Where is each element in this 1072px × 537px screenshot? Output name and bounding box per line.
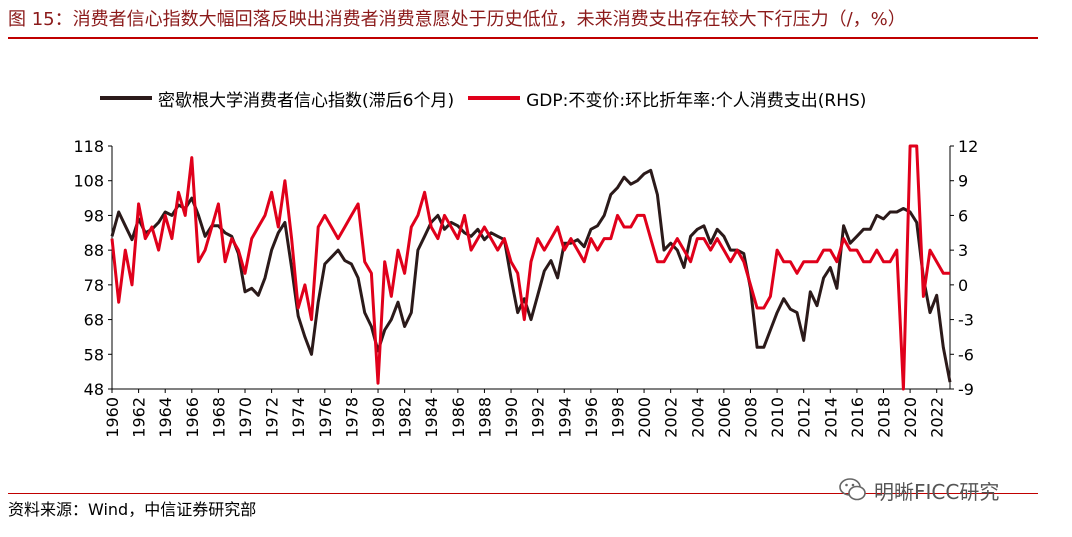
- x-tick-label: 1978: [342, 397, 361, 438]
- x-tick-label: 1970: [236, 397, 255, 438]
- left-y-tick-label: 108: [73, 172, 104, 191]
- left-y-tick-label: 58: [84, 345, 104, 364]
- x-tick-label: 1972: [263, 397, 282, 438]
- x-tick-label: 1968: [209, 397, 228, 438]
- x-tick-label: 1980: [369, 397, 388, 438]
- figure-title: 图 15：消费者信心指数大幅回落反映出消费者消费意愿处于历史低位，未来消费支出存…: [8, 9, 906, 30]
- x-tick-label: 1982: [396, 397, 415, 438]
- x-tick-label: 1976: [316, 397, 335, 438]
- x-tick-label: 1974: [289, 397, 308, 438]
- source-note: 资料来源：Wind，中信证券研究部: [8, 500, 257, 519]
- x-tick-label: 2020: [901, 397, 920, 438]
- x-tick-label: 1992: [529, 397, 548, 438]
- x-tick-label: 1966: [183, 397, 202, 438]
- left-y-tick-label: 98: [84, 206, 104, 225]
- x-tick-label: 2016: [848, 397, 867, 438]
- legend-swatch-gdp: [468, 96, 521, 100]
- x-tick-label: 1960: [103, 397, 122, 438]
- x-tick-label: 2002: [662, 397, 681, 438]
- series-line-gdp: [110, 144, 950, 391]
- right-y-tick-label: -3: [958, 311, 974, 330]
- right-y-tick-label: 12: [958, 137, 978, 156]
- legend-label-gdp: GDP:不变价:环比折年率:个人消费支出(RHS): [526, 90, 867, 111]
- right-y-tick-label: -9: [958, 380, 974, 399]
- chart-legend: 密歇根大学消费者信心指数(滞后6个月) GDP:不变价:环比折年率:个人消费支出…: [100, 86, 880, 111]
- right-y-tick-label: 6: [958, 206, 968, 225]
- legend-item-sentiment: 密歇根大学消费者信心指数(滞后6个月): [100, 86, 454, 111]
- legend-label-sentiment: 密歇根大学消费者信心指数(滞后6个月): [158, 90, 455, 111]
- chart-series: [110, 144, 952, 391]
- left-y-tick-label: 78: [84, 276, 104, 295]
- x-tick-label: 1996: [582, 397, 601, 438]
- x-tick-label: 2018: [874, 397, 893, 438]
- series-line-sentiment: [110, 168, 952, 383]
- left-y-tick-label: 68: [84, 311, 104, 330]
- x-tick-label: 2012: [795, 397, 814, 438]
- title-divider: [8, 37, 1038, 39]
- x-tick-label: 1962: [130, 397, 149, 438]
- x-tick-label: 1964: [156, 397, 175, 438]
- x-tick-label: 1984: [422, 397, 441, 438]
- chart-axes: [111, 146, 951, 390]
- x-tick-label: 1990: [502, 397, 521, 438]
- x-tick-label: 1998: [608, 397, 627, 438]
- right-y-tick-label: -6: [958, 345, 974, 364]
- watermark: 明晰FICC研究: [838, 472, 999, 508]
- left-y-tick-label: 88: [84, 241, 104, 260]
- right-y-tick-label: 3: [958, 241, 968, 260]
- x-tick-label: 2004: [688, 397, 707, 438]
- x-tick-label: 1994: [555, 397, 574, 438]
- chart-ticks: 118 108 98 88 78 68 58 48 12 9 6 3 0 -3 -6 -9 1960 1962 19…: [73, 137, 978, 438]
- left-y-tick-label: 118: [73, 137, 104, 156]
- line-chart: 118 108 98 88 78 68 58 48 12 9 6 3 0 -3 -6 -9 1960 1962 19…: [73, 137, 978, 438]
- x-tick-label: 2010: [768, 397, 787, 438]
- x-tick-label: 2000: [635, 397, 654, 438]
- x-tick-label: 2008: [741, 397, 760, 438]
- x-tick-label: 1986: [449, 397, 468, 438]
- x-tick-label: 2022: [928, 397, 947, 438]
- watermark-text: 明晰FICC研究: [874, 479, 1000, 504]
- wechat-icon: [839, 478, 866, 501]
- footer-divider: [8, 493, 1038, 494]
- right-y-tick-label: 9: [958, 172, 968, 191]
- legend-swatch-sentiment: [100, 96, 152, 100]
- x-tick-label: 1988: [475, 397, 494, 438]
- x-tick-label: 2006: [715, 397, 734, 438]
- left-y-tick-label: 48: [84, 380, 104, 399]
- legend-item-gdp: GDP:不变价:环比折年率:个人消费支出(RHS): [468, 86, 866, 111]
- right-y-tick-label: 0: [958, 276, 968, 295]
- x-tick-label: 2014: [821, 397, 840, 438]
